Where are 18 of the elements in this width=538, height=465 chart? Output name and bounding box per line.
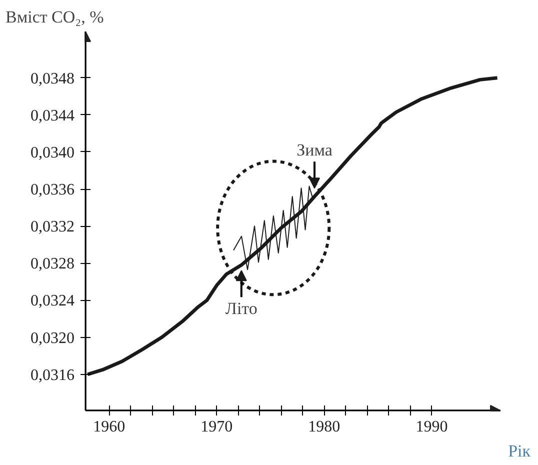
y-tick-label: 0,0340 [30,144,74,162]
y-tick-label: 0,0316 [30,366,74,384]
annotation: Зима [296,140,333,160]
y-tick-label: 0,0320 [30,330,74,347]
x-axis-title: Рік [508,442,532,460]
annotation: Літо [225,299,258,318]
y-tick-label: 0,0344 [30,107,74,124]
x-tick-label: 1960 [93,418,126,436]
y-tick-label: 0,0324 [30,292,74,310]
y-axis-title: Вміст CO₂, % [6,8,104,26]
y-tick-label: 0,0332 [30,218,74,236]
y-tick-label: 0,0336 [30,182,74,199]
y-tick-label: 0,0328 [30,256,74,273]
y-tick-label: 0,0348 [30,70,74,88]
x-tick-label: 1990 [416,418,448,436]
x-tick-label: 1970 [200,418,233,436]
line-series [86,76,500,376]
x-tick-label: 1980 [308,418,340,436]
